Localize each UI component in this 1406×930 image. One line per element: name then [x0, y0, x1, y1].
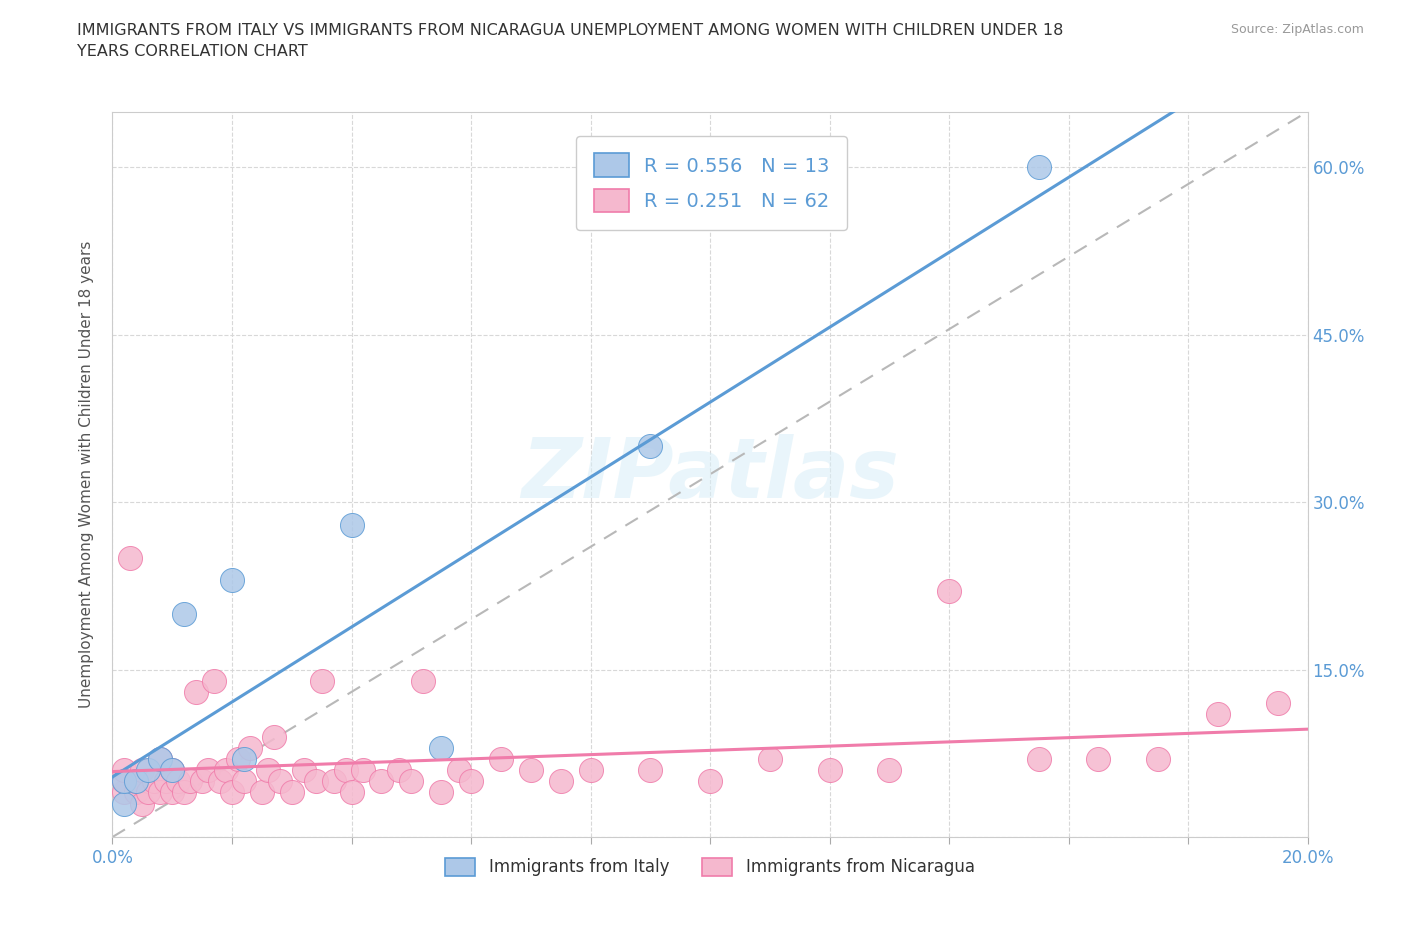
Point [149, 785, 172, 800]
Point [263, 729, 285, 744]
Point [226, 751, 249, 766]
Point [120, 551, 142, 565]
Point [430, 785, 453, 800]
Point [239, 740, 262, 755]
Point [281, 785, 304, 800]
Point [401, 774, 423, 789]
Point [131, 796, 153, 811]
Text: ZIPatlas: ZIPatlas [522, 433, 898, 515]
Point [173, 785, 195, 800]
Point [173, 606, 195, 621]
Point [162, 785, 183, 800]
Point [412, 673, 434, 688]
Point [335, 763, 357, 777]
Point [209, 774, 232, 789]
Point [162, 763, 183, 777]
Point [114, 785, 135, 800]
Point [1028, 160, 1050, 175]
Point [1267, 696, 1289, 711]
Point [699, 774, 721, 789]
Point [114, 796, 135, 811]
Point [149, 751, 172, 766]
Point [191, 774, 214, 789]
Point [269, 774, 291, 789]
Text: IMMIGRANTS FROM ITALY VS IMMIGRANTS FROM NICARAGUA UNEMPLOYMENT AMONG WOMEN WITH: IMMIGRANTS FROM ITALY VS IMMIGRANTS FROM… [77, 23, 1064, 60]
Point [250, 785, 273, 800]
Point [125, 774, 148, 789]
Point [460, 774, 482, 789]
Point [640, 439, 662, 454]
Point [520, 763, 543, 777]
Point [155, 774, 177, 789]
Point [550, 774, 572, 789]
Point [125, 785, 148, 800]
Y-axis label: Unemployment Among Women with Children Under 18 years: Unemployment Among Women with Children U… [79, 241, 94, 708]
Point [640, 763, 662, 777]
Text: Source: ZipAtlas.com: Source: ZipAtlas.com [1230, 23, 1364, 36]
Point [221, 573, 243, 588]
Point [322, 774, 344, 789]
Point [430, 740, 453, 755]
Point [579, 763, 602, 777]
Point [1206, 707, 1229, 722]
Point [114, 774, 135, 789]
Point [1147, 751, 1170, 766]
Point [131, 763, 153, 777]
Point [292, 763, 315, 777]
Point [1087, 751, 1109, 766]
Point [1028, 751, 1050, 766]
Point [179, 774, 201, 789]
Legend: Immigrants from Italy, Immigrants from Nicaragua: Immigrants from Italy, Immigrants from N… [439, 851, 981, 884]
Point [305, 774, 328, 789]
Point [197, 763, 219, 777]
Point [233, 774, 256, 789]
Point [759, 751, 782, 766]
Point [186, 684, 208, 699]
Point [388, 763, 411, 777]
Point [311, 673, 333, 688]
Point [489, 751, 512, 766]
Point [449, 763, 471, 777]
Point [149, 751, 172, 766]
Point [162, 763, 183, 777]
Point [114, 763, 135, 777]
Point [138, 785, 160, 800]
Point [938, 584, 960, 599]
Point [167, 774, 190, 789]
Point [257, 763, 280, 777]
Point [215, 763, 238, 777]
Point [233, 751, 256, 766]
Point [370, 774, 392, 789]
Point [202, 673, 225, 688]
Point [340, 785, 363, 800]
Point [879, 763, 901, 777]
Point [143, 774, 166, 789]
Point [138, 763, 160, 777]
Point [125, 774, 148, 789]
Point [114, 774, 135, 789]
Point [340, 517, 363, 532]
Point [353, 763, 375, 777]
Point [818, 763, 841, 777]
Point [221, 785, 243, 800]
